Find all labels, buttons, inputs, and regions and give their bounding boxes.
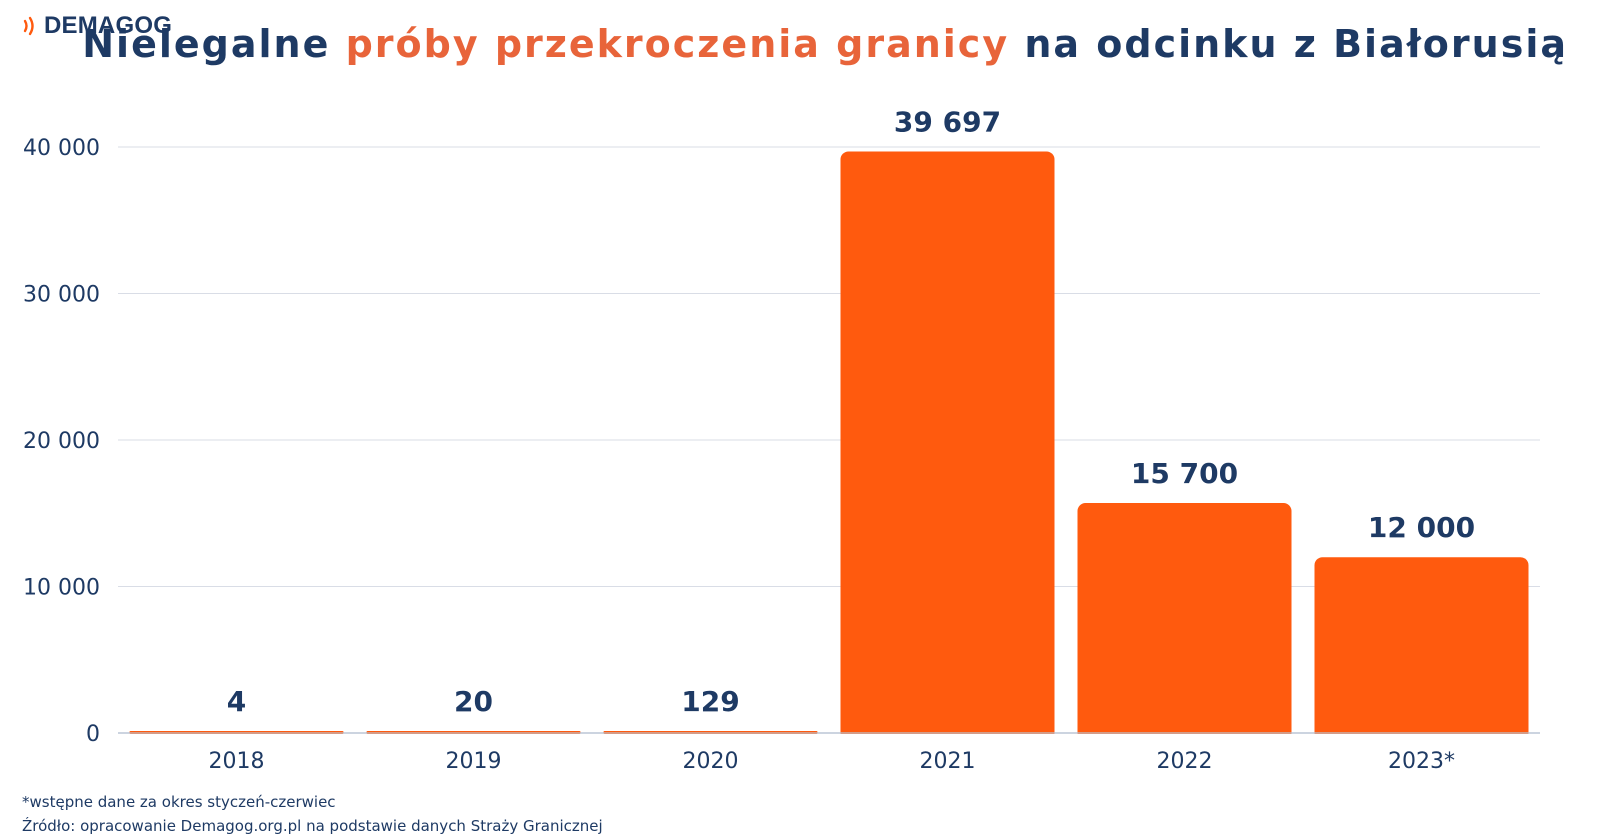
title-part-1: Nielegalne <box>82 22 346 66</box>
x-tick-label: 2023* <box>1388 749 1455 774</box>
value-label: 20 <box>454 685 493 718</box>
x-tick-label: 2019 <box>446 749 502 774</box>
value-label: 4 <box>227 685 246 718</box>
bar-bottom-mask <box>128 734 345 737</box>
bar-bottom-mask <box>365 734 582 737</box>
chart-title: Nielegalne próby przekroczenia granicy n… <box>82 22 1568 66</box>
logo-text: DEMAGOG <box>44 12 173 39</box>
bar-bottom-mask <box>839 734 1056 744</box>
title-part-2: na odcinku z Białorusią <box>1009 22 1568 66</box>
x-tick-label: 2022 <box>1157 749 1213 774</box>
bar <box>1077 502 1292 741</box>
x-tick-label: 2021 <box>920 749 976 774</box>
bar <box>1314 557 1529 741</box>
demagog-logo: DEMAGOG <box>22 12 172 40</box>
bars <box>128 151 1530 744</box>
y-tick-label: 10 000 <box>23 576 100 601</box>
y-tick-label: 20 000 <box>23 429 100 454</box>
source-note: Źródło: opracowanie Demagog.org.pl na po… <box>22 817 603 835</box>
x-axis-ticks: 2018 2019 2020 2021 2022 2023* <box>118 732 1540 774</box>
footnote: *wstępne dane za okres styczeń-czerwiec <box>22 793 336 811</box>
y-tick-label: 30 000 <box>23 283 100 308</box>
y-tick-label: 0 <box>86 722 100 747</box>
bar-bottom-mask <box>602 734 819 737</box>
value-label: 12 000 <box>1368 511 1475 544</box>
y-axis-ticks: 0 10 000 20 000 30 000 40 000 <box>23 136 100 747</box>
bar-bottom-mask <box>1076 734 1293 744</box>
sound-waves-icon <box>23 16 34 36</box>
bar <box>840 151 1055 741</box>
title-accent: próby przekroczenia granicy <box>345 22 1010 66</box>
y-tick-label: 40 000 <box>23 136 100 161</box>
notes: *wstępne dane za okres styczeń-czerwiec … <box>22 790 603 838</box>
x-tick-label: 2020 <box>683 749 739 774</box>
bar-bottom-mask <box>1313 734 1530 744</box>
value-labels: 4 20 129 39 697 15 700 12 000 <box>227 105 1475 718</box>
x-tick-label: 2018 <box>209 749 265 774</box>
value-label: 129 <box>681 685 739 718</box>
value-label: 15 700 <box>1131 457 1238 490</box>
value-label: 39 697 <box>894 105 1001 138</box>
